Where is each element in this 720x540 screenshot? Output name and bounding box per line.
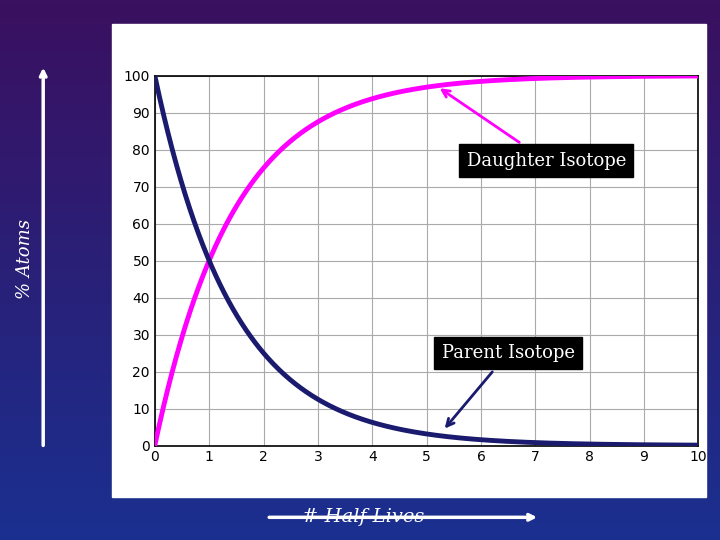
Text: Daughter Isotope: Daughter Isotope <box>442 90 626 170</box>
Text: % Atoms: % Atoms <box>17 219 35 299</box>
Text: # Half-Lives: # Half-Lives <box>302 508 425 526</box>
Text: Parent Isotope: Parent Isotope <box>441 344 575 426</box>
